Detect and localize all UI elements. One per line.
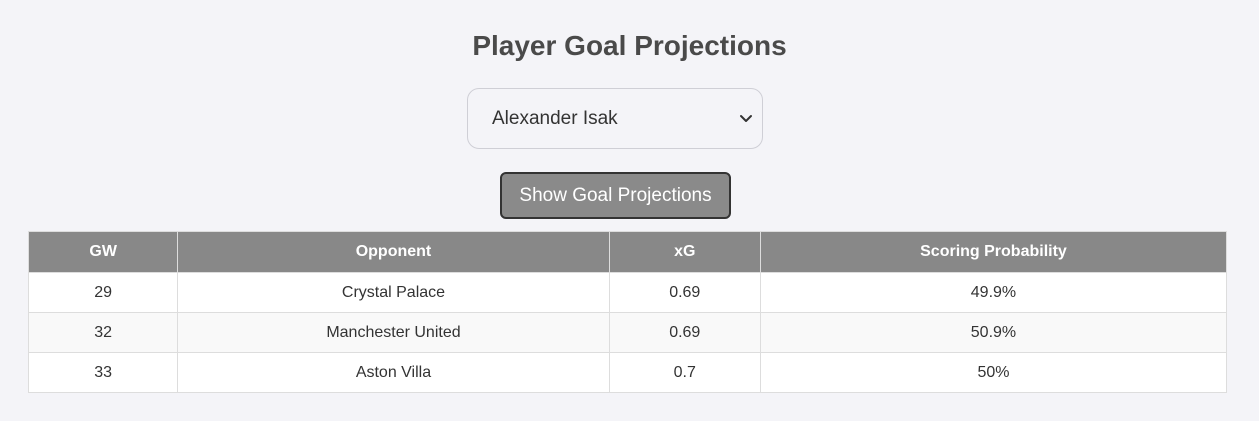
table-row: 29 Crystal Palace 0.69 49.9%: [27, 272, 1228, 313]
cell-probability: 50.9%: [759, 312, 1228, 353]
player-select[interactable]: Alexander Isak: [467, 88, 763, 149]
table-row: 32 Manchester United 0.69 50.9%: [27, 312, 1228, 353]
cell-xg: 0.69: [608, 312, 761, 353]
chevron-down-icon: [740, 115, 752, 122]
cell-opponent: Crystal Palace: [177, 272, 610, 313]
table-row: 33 Aston Villa 0.7 50%: [27, 352, 1228, 393]
cell-probability: 50%: [759, 352, 1228, 393]
cell-gw: 32: [27, 312, 179, 353]
header-gw: GW: [27, 231, 179, 273]
cell-gw: 29: [27, 272, 179, 313]
cell-opponent: Aston Villa: [177, 352, 610, 393]
table-header-row: GW Opponent xG Scoring Probability: [27, 231, 1228, 273]
header-opponent: Opponent: [177, 231, 610, 273]
header-scoring-probability: Scoring Probability: [759, 231, 1228, 273]
show-goal-projections-button[interactable]: Show Goal Projections: [500, 172, 731, 219]
cell-probability: 49.9%: [759, 272, 1228, 313]
cell-xg: 0.7: [608, 352, 761, 393]
player-select-value: Alexander Isak: [492, 108, 618, 129]
page-title: Player Goal Projections: [472, 30, 787, 61]
cell-xg: 0.69: [608, 272, 761, 313]
header-xg: xG: [608, 231, 761, 273]
cell-opponent: Manchester United: [177, 312, 610, 353]
cell-gw: 33: [27, 352, 179, 393]
projections-table: GW Opponent xG Scoring Probability 29 Cr…: [27, 231, 1228, 393]
